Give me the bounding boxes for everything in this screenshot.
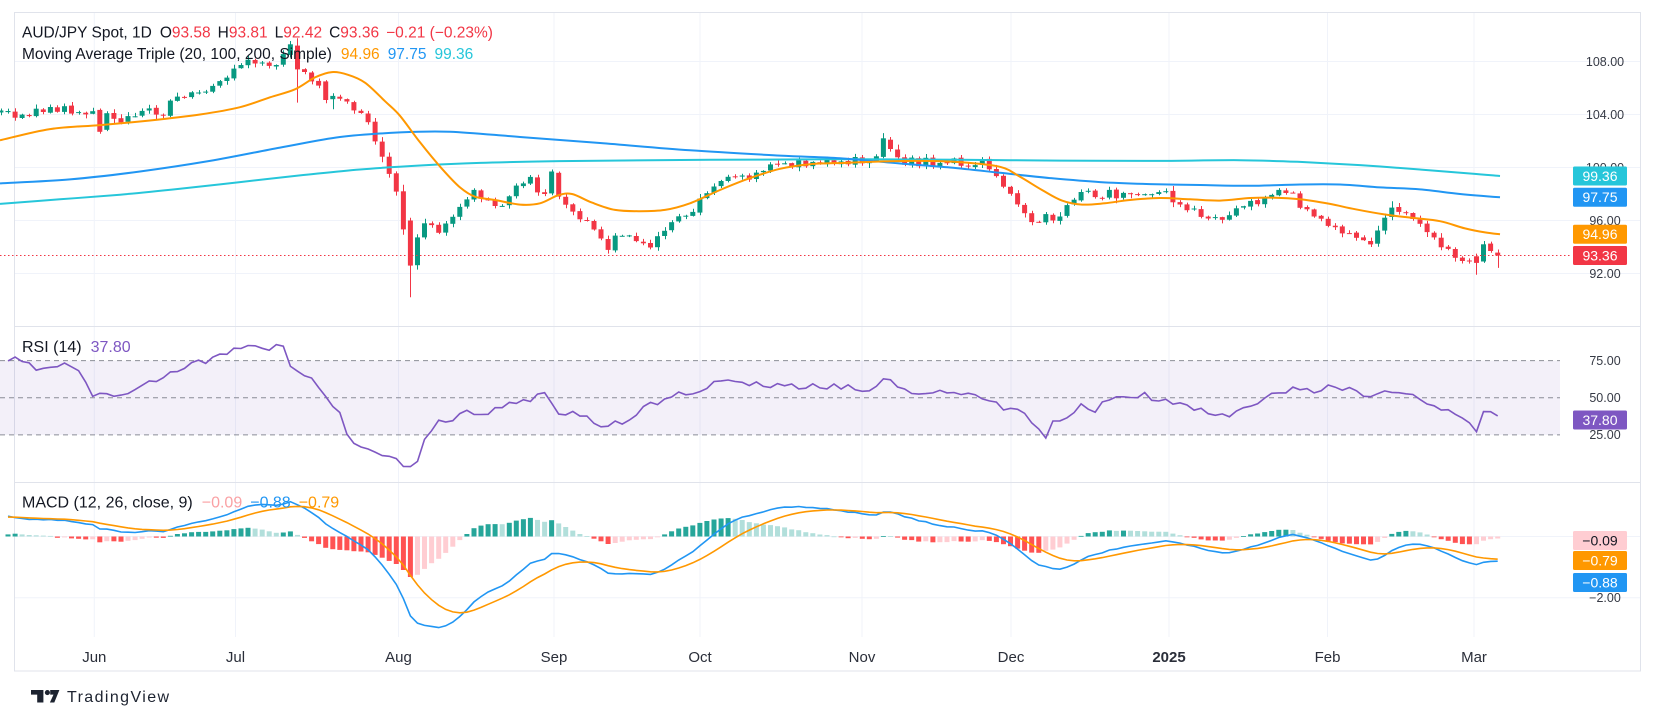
svg-text:108.00: 108.00: [1586, 55, 1624, 69]
svg-text:Mar: Mar: [1461, 649, 1487, 666]
svg-text:92.00: 92.00: [1589, 267, 1620, 281]
svg-text:2025: 2025: [1152, 649, 1185, 666]
svg-text:Feb: Feb: [1315, 649, 1341, 666]
svg-text:Sep: Sep: [541, 649, 568, 666]
svg-text:−0.09: −0.09: [1582, 532, 1618, 548]
svg-text:99.36: 99.36: [1582, 168, 1617, 184]
svg-text:104.00: 104.00: [1586, 108, 1624, 122]
svg-text:−0.79: −0.79: [1582, 552, 1618, 568]
svg-text:−2.00: −2.00: [1589, 591, 1621, 605]
svg-text:MACD (12, 26, close, 9)−0.09−0: MACD (12, 26, close, 9) −0.09 −0.88 −0.79: [22, 495, 339, 512]
svg-text:37.80: 37.80: [1582, 412, 1617, 428]
svg-text:97.75: 97.75: [1582, 189, 1617, 205]
svg-text:−0.88: −0.88: [1582, 574, 1618, 590]
svg-text:94.96: 94.96: [1582, 226, 1617, 242]
svg-text:RSI (14)37.80: RSI (14) 37.80: [22, 339, 131, 356]
svg-text:93.36: 93.36: [1582, 247, 1617, 263]
svg-text:Jun: Jun: [82, 649, 106, 666]
svg-text:Aug: Aug: [385, 649, 412, 666]
svg-text:25.00: 25.00: [1589, 428, 1620, 442]
svg-text:96.00: 96.00: [1589, 214, 1620, 228]
svg-text:Dec: Dec: [998, 649, 1025, 666]
svg-text:Nov: Nov: [849, 649, 876, 666]
svg-text:Oct: Oct: [688, 649, 712, 666]
svg-text:75.00: 75.00: [1589, 354, 1620, 368]
svg-text:TradingView: TradingView: [67, 689, 170, 706]
svg-text:Jul: Jul: [226, 649, 245, 666]
svg-text:50.00: 50.00: [1589, 391, 1620, 405]
svg-text:Moving Average Triple (20, 100: Moving Average Triple (20, 100, 200, Sim…: [22, 46, 473, 63]
